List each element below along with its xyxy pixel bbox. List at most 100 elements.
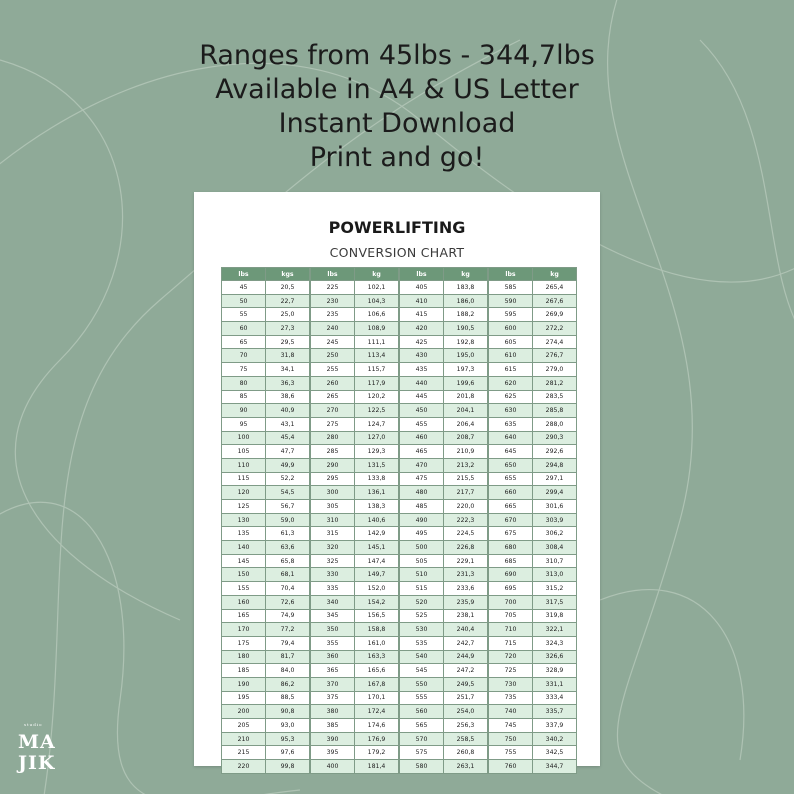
table-header-row: lbs kg <box>310 267 399 281</box>
table-row: 735 333,4 <box>488 690 577 706</box>
table-row: 380 172,4 <box>310 704 399 719</box>
cell-kg: 242,7 <box>443 635 488 651</box>
table-row: 475 215,5 <box>399 471 488 487</box>
cell-lbs: 475 <box>399 471 444 487</box>
cell-lbs: 300 <box>310 485 355 500</box>
cell-kg: 226,8 <box>443 540 488 555</box>
cell-lbs: 740 <box>488 704 533 719</box>
table-row: 495 224,5 <box>399 526 488 542</box>
cell-kg: 251,7 <box>443 690 488 706</box>
table-row: 595 269,9 <box>488 307 577 323</box>
cell-lbs: 730 <box>488 676 533 692</box>
cell-lbs: 615 <box>488 362 533 377</box>
cell-lbs: 575 <box>399 745 444 761</box>
table-row: 230 104,3 <box>310 293 399 309</box>
cell-kg: 303,9 <box>532 512 577 528</box>
cell-lbs: 310 <box>310 512 355 528</box>
cell-kg: 74,9 <box>265 608 310 624</box>
table-row: 405 183,8 <box>399 280 488 295</box>
cell-kg: 199,6 <box>443 375 488 391</box>
cell-kg: 115,7 <box>354 362 399 377</box>
cell-lbs: 710 <box>488 622 533 637</box>
cell-kg: 276,7 <box>532 348 577 364</box>
cell-kg: 172,4 <box>354 704 399 719</box>
table-row: 515 233,6 <box>399 581 488 596</box>
cell-kg: 317,5 <box>532 594 577 610</box>
cell-kg: 301,6 <box>532 499 577 514</box>
table-row: 725 328,9 <box>488 663 577 678</box>
cell-kg: 326,6 <box>532 649 577 665</box>
table-row: 215 97,6 <box>221 745 310 761</box>
table-row: 70 31,8 <box>221 348 310 364</box>
cell-lbs: 375 <box>310 690 355 706</box>
table-row: 65 29,5 <box>221 334 310 350</box>
conversion-table-2: lbs kg 225 102,1 230 104,3 235 106,6 240 108,9 245… <box>310 267 399 774</box>
table-row: 305 138,3 <box>310 499 399 514</box>
table-row: 350 158,8 <box>310 622 399 637</box>
cell-lbs: 255 <box>310 362 355 377</box>
cell-lbs: 640 <box>488 430 533 446</box>
cell-kg: 197,3 <box>443 362 488 377</box>
cell-kg: 244,9 <box>443 649 488 665</box>
cell-lbs: 630 <box>488 403 533 418</box>
table-row: 560 254,0 <box>399 704 488 719</box>
table-row: 640 290,3 <box>488 430 577 446</box>
cell-lbs: 760 <box>488 759 533 774</box>
cell-lbs: 65 <box>221 334 266 350</box>
table-row: 530 240,4 <box>399 622 488 637</box>
cell-kg: 79,4 <box>265 635 310 651</box>
cell-kg: 256,3 <box>443 718 488 733</box>
table-row: 180 81,7 <box>221 649 310 665</box>
table-row: 280 127,0 <box>310 430 399 446</box>
table-row: 335 152,0 <box>310 581 399 596</box>
cell-kg: 147,4 <box>354 553 399 569</box>
table-row: 645 292,6 <box>488 444 577 459</box>
table-row: 85 38,6 <box>221 389 310 405</box>
table-row: 320 145,1 <box>310 540 399 555</box>
table-row: 80 36,3 <box>221 375 310 391</box>
cell-kg: 165,6 <box>354 663 399 678</box>
cell-lbs: 135 <box>221 526 266 542</box>
cell-lbs: 70 <box>221 348 266 364</box>
cell-lbs: 60 <box>221 321 266 336</box>
table-row: 240 108,9 <box>310 321 399 336</box>
table-row: 655 297,1 <box>488 471 577 487</box>
cell-lbs: 455 <box>399 416 444 432</box>
table-row: 120 54,5 <box>221 485 310 500</box>
cell-lbs: 90 <box>221 403 266 418</box>
cell-kg: 337,9 <box>532 718 577 733</box>
header-lbs: lbs <box>399 267 444 281</box>
cell-lbs: 165 <box>221 608 266 624</box>
table-header-row: lbs kgs <box>221 267 310 281</box>
cell-kg: 224,5 <box>443 526 488 542</box>
cell-kg: 102,1 <box>354 280 399 295</box>
cell-lbs: 600 <box>488 321 533 336</box>
table-row: 220 99,8 <box>221 759 310 774</box>
table-row: 190 86,2 <box>221 676 310 692</box>
chart-title: POWERLIFTING <box>328 218 466 237</box>
cell-kg: 269,9 <box>532 307 577 323</box>
cell-lbs: 645 <box>488 444 533 459</box>
cell-kg: 186,0 <box>443 293 488 309</box>
table-row: 550 249,5 <box>399 676 488 692</box>
cell-lbs: 410 <box>399 293 444 309</box>
conversion-table-4: lbs kg 585 265,4 590 267,6 595 269,9 600 272,2 605… <box>488 267 577 774</box>
table-row: 330 149,7 <box>310 567 399 583</box>
cell-kg: 88,5 <box>265 690 310 706</box>
cell-kg: 72,6 <box>265 594 310 610</box>
cell-lbs: 595 <box>488 307 533 323</box>
cell-lbs: 695 <box>488 581 533 596</box>
cell-kg: 281,2 <box>532 375 577 391</box>
cell-kg: 31,8 <box>265 348 310 364</box>
table-row: 395 179,2 <box>310 745 399 761</box>
table-row: 730 331,1 <box>488 676 577 692</box>
table-row: 95 43,1 <box>221 416 310 432</box>
table-row: 460 208,7 <box>399 430 488 446</box>
cell-kg: 27,3 <box>265 321 310 336</box>
cell-lbs: 620 <box>488 375 533 391</box>
cell-kg: 81,7 <box>265 649 310 665</box>
cell-lbs: 700 <box>488 594 533 610</box>
table-row: 135 61,3 <box>221 526 310 542</box>
cell-lbs: 560 <box>399 704 444 719</box>
table-row: 650 294,8 <box>488 457 577 473</box>
